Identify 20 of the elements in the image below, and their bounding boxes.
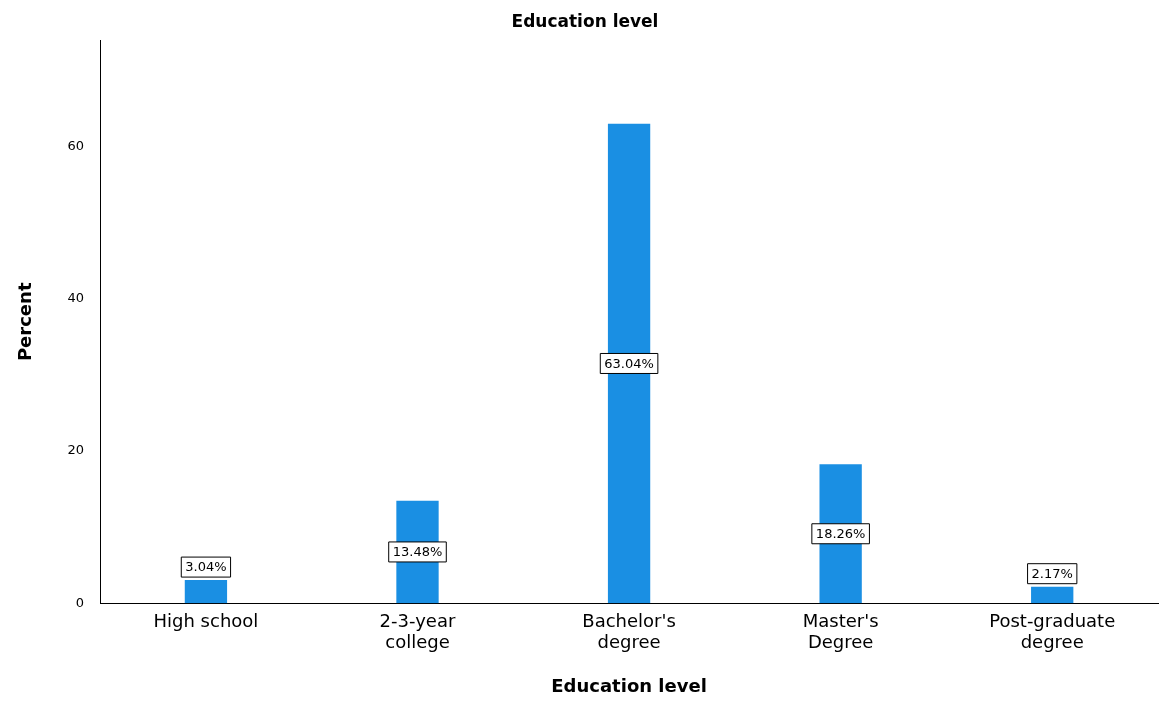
- data-label: 63.04%: [604, 355, 654, 371]
- x-tick-label: Post-graduate degree: [989, 609, 1116, 653]
- x-tick-label: High school: [153, 609, 259, 631]
- x-tick-label: Master's Degree: [802, 609, 879, 653]
- bar: [607, 123, 651, 604]
- x-tick-label: 2-3-year college: [379, 609, 456, 653]
- chart-title: Education level: [511, 10, 659, 31]
- bar: [184, 580, 228, 604]
- x-tick-label: Bachelor's degree: [582, 609, 676, 653]
- data-label: 3.04%: [185, 559, 227, 575]
- y-tick-label: 40: [67, 290, 85, 306]
- y-axis-title: Percent: [14, 282, 36, 362]
- bar: [1031, 586, 1074, 604]
- data-label: 2.17%: [1031, 566, 1073, 582]
- data-label: 13.48%: [392, 544, 443, 560]
- x-axis-title: Education level: [551, 674, 707, 696]
- y-tick-label: 0: [75, 594, 85, 610]
- y-tick-label: 20: [67, 442, 85, 458]
- data-label: 18.26%: [815, 526, 866, 542]
- y-tick-label: 60: [67, 138, 85, 154]
